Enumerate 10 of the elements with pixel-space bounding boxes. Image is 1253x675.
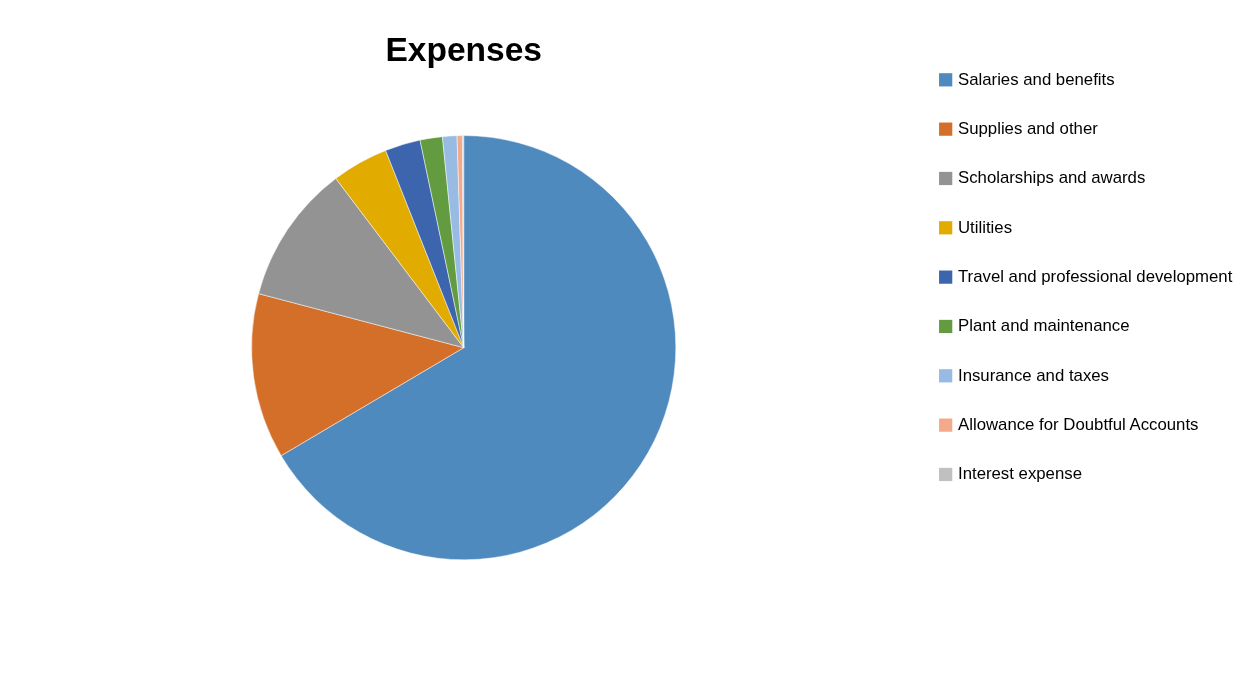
legend-label: Allowance for Doubtful Accounts <box>958 415 1199 435</box>
chart-title: Expenses <box>385 30 542 68</box>
legend-label: Supplies and other <box>958 119 1099 139</box>
legend-label: Interest expense <box>958 464 1082 484</box>
legend-label: Plant and maintenance <box>958 316 1130 336</box>
legend-label: Insurance and taxes <box>958 365 1109 385</box>
legend-label: Travel and professional development <box>958 267 1233 287</box>
legend-label: Salaries and benefits <box>958 69 1115 89</box>
legend-label: Utilities <box>958 217 1013 237</box>
legend-label: Scholarships and awards <box>958 168 1146 188</box>
